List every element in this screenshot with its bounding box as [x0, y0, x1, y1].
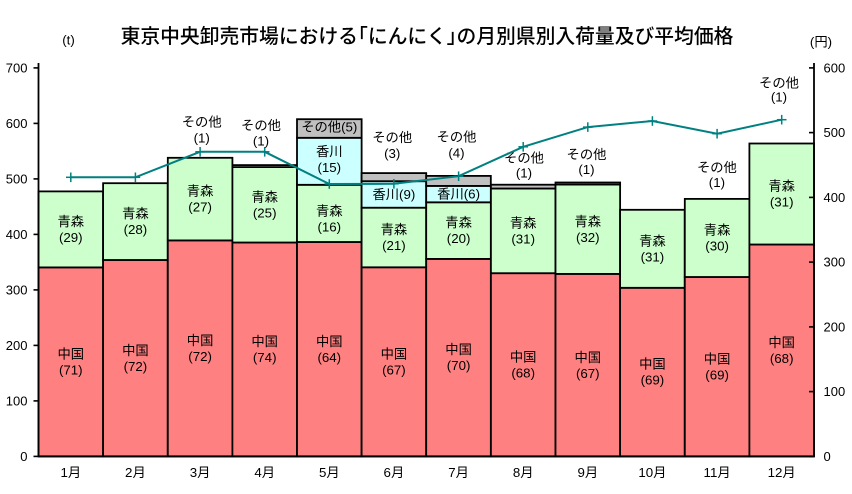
- svg-text:青森: 青森: [316, 201, 343, 220]
- svg-text:(31): (31): [641, 246, 665, 265]
- svg-text:300: 300: [824, 255, 846, 270]
- svg-text:(64): (64): [317, 347, 341, 366]
- svg-text:東京中央卸売市場における｢にんにく｣の月別県別入荷量及び平均: 東京中央卸売市場における｢にんにく｣の月別県別入荷量及び平均価格: [121, 20, 734, 49]
- svg-text:中国: 中国: [639, 354, 666, 373]
- svg-text:香川(9): 香川(9): [372, 184, 415, 203]
- svg-text:3月: 3月: [190, 462, 211, 481]
- svg-text:(t): (t): [62, 30, 75, 49]
- svg-text:(16): (16): [317, 217, 341, 236]
- svg-text:その他: その他: [759, 73, 799, 92]
- svg-text:中国: 中国: [187, 330, 214, 349]
- svg-text:(68): (68): [511, 362, 535, 381]
- svg-text:香川(6): 香川(6): [437, 184, 480, 203]
- svg-text:青森: 青森: [575, 211, 602, 230]
- svg-text:(21): (21): [382, 235, 406, 254]
- svg-text:6月: 6月: [384, 462, 405, 481]
- svg-text:青森: 青森: [381, 219, 408, 238]
- svg-text:青森: 青森: [510, 212, 537, 231]
- svg-text:香川: 香川: [316, 141, 343, 160]
- svg-text:9月: 9月: [577, 462, 598, 481]
- svg-text:青森: 青森: [187, 181, 214, 200]
- svg-text:中国: 中国: [445, 339, 472, 358]
- svg-text:(1): (1): [253, 130, 269, 149]
- svg-text:(31): (31): [770, 192, 794, 211]
- svg-text:600: 600: [6, 116, 28, 131]
- svg-text:中国: 中国: [58, 344, 85, 363]
- svg-text:中国: 中国: [704, 348, 731, 367]
- svg-text:中国: 中国: [768, 332, 795, 351]
- svg-text:(29): (29): [59, 227, 83, 246]
- svg-text:5月: 5月: [319, 462, 340, 481]
- svg-text:(72): (72): [188, 346, 212, 365]
- svg-text:(74): (74): [253, 347, 277, 366]
- svg-text:(67): (67): [382, 360, 406, 379]
- svg-text:1月: 1月: [60, 462, 81, 481]
- svg-text:(20): (20): [447, 228, 471, 247]
- svg-text:中国: 中国: [381, 344, 408, 363]
- svg-text:その他: その他: [504, 148, 544, 167]
- svg-text:(1): (1): [709, 172, 725, 191]
- svg-text:(4): (4): [448, 143, 464, 162]
- svg-text:400: 400: [824, 190, 846, 205]
- svg-text:青森: 青森: [58, 211, 85, 230]
- svg-text:(69): (69): [705, 364, 729, 383]
- svg-text:700: 700: [6, 60, 28, 75]
- svg-text:12月: 12月: [768, 462, 796, 481]
- svg-text:400: 400: [6, 227, 28, 242]
- svg-text:(15): (15): [317, 157, 341, 176]
- svg-text:11月: 11月: [704, 462, 731, 481]
- svg-text:7月: 7月: [448, 462, 469, 481]
- svg-text:中国: 中国: [575, 347, 602, 366]
- svg-text:中国: 中国: [510, 346, 537, 365]
- svg-text:4月: 4月: [254, 462, 275, 481]
- svg-text:300: 300: [6, 282, 28, 297]
- svg-text:(72): (72): [124, 356, 148, 375]
- svg-text:その他(5): その他(5): [301, 117, 357, 136]
- svg-text:青森: 青森: [704, 220, 731, 239]
- svg-text:0: 0: [824, 449, 831, 464]
- svg-text:(1): (1): [516, 163, 532, 182]
- svg-text:10月: 10月: [638, 462, 666, 481]
- svg-text:100: 100: [824, 384, 846, 399]
- svg-text:(28): (28): [124, 219, 148, 238]
- svg-text:(1): (1): [771, 87, 787, 106]
- svg-text:(68): (68): [770, 348, 794, 367]
- svg-text:(1): (1): [194, 127, 210, 146]
- svg-text:(67): (67): [576, 363, 600, 382]
- svg-text:中国: 中国: [251, 331, 278, 350]
- svg-text:(69): (69): [641, 370, 665, 389]
- svg-text:青森: 青森: [251, 186, 278, 205]
- svg-text:0: 0: [20, 449, 27, 464]
- svg-text:200: 200: [6, 338, 28, 353]
- svg-text:中国: 中国: [122, 340, 149, 359]
- svg-text:青森: 青森: [639, 230, 666, 249]
- svg-text:その他: その他: [372, 127, 412, 146]
- svg-text:100: 100: [6, 393, 28, 408]
- svg-text:(3): (3): [384, 143, 400, 162]
- svg-text:その他: その他: [567, 144, 607, 163]
- svg-text:青森: 青森: [768, 176, 795, 195]
- svg-text:その他: その他: [697, 157, 737, 176]
- svg-text:その他: その他: [241, 115, 281, 134]
- svg-text:その他: その他: [182, 111, 222, 130]
- svg-text:(27): (27): [188, 197, 212, 216]
- svg-text:(1): (1): [578, 159, 594, 178]
- svg-text:(32): (32): [576, 227, 600, 246]
- svg-text:青森: 青森: [445, 212, 472, 231]
- svg-text:600: 600: [824, 60, 846, 75]
- svg-text:200: 200: [824, 319, 846, 334]
- svg-text:(25): (25): [253, 202, 277, 221]
- svg-text:500: 500: [824, 125, 846, 140]
- svg-text:(70): (70): [447, 355, 471, 374]
- svg-text:8月: 8月: [513, 462, 534, 481]
- svg-text:(円): (円): [810, 32, 832, 51]
- svg-text:2月: 2月: [125, 462, 146, 481]
- svg-text:その他: その他: [437, 127, 477, 146]
- svg-text:(31): (31): [511, 228, 535, 247]
- svg-text:500: 500: [6, 171, 28, 186]
- svg-text:(30): (30): [705, 236, 729, 255]
- svg-text:中国: 中国: [316, 331, 343, 350]
- svg-text:青森: 青森: [122, 203, 149, 222]
- svg-text:(71): (71): [59, 360, 83, 379]
